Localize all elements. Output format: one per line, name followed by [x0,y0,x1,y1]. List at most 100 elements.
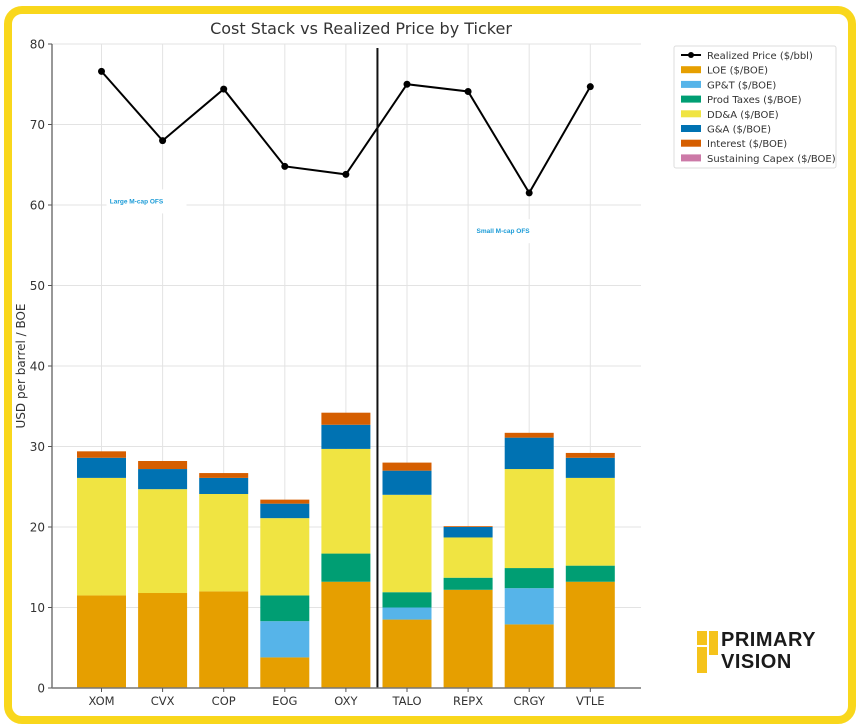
y-tick-label: 20 [30,521,45,535]
logo-mark-right [709,631,718,655]
bar-segment [138,460,188,470]
price-point [525,189,533,197]
legend-box [673,45,837,169]
logo-line-2: VISION [721,651,792,673]
bar-segment [138,593,188,688]
bar-segment [565,452,615,458]
legend-label: Prod Taxes ($/BOE) [707,95,802,106]
y-axis-label: USD per barrel / BOE [14,303,28,428]
axes: 0 10 20 30 40 50 60 70 80 XOM CVX COP EOG OXY TALO REPX… [30,38,641,708]
logo-line-1: PRIMARY [721,629,816,651]
y-tick-label: 40 [30,360,45,374]
bar-segment [260,503,310,519]
x-tick-label: XOM [88,694,114,708]
legend-swatch [681,154,701,162]
bar-segment [565,565,615,582]
logo-mark-bottom-left [697,647,707,673]
primary-vision-logo: PRIMARY VISION [697,629,837,677]
x-tick-label: CVX [151,694,175,708]
bar-segment [504,469,554,569]
bar-segment [504,568,554,589]
annotation-bg [473,219,554,244]
bar-segment [199,591,249,688]
legend-swatch [681,95,701,103]
x-tick-label: CRGY [514,694,546,708]
bar-segment [138,489,188,594]
bar-segment [443,577,493,590]
bar-segment [260,621,310,658]
bar-segment [77,457,126,478]
y-tick-label: 70 [30,118,45,132]
bar-segment [77,477,126,596]
price-point [464,87,472,95]
bar-segment [443,589,493,688]
y-tick-label: 60 [30,199,45,213]
bar-segment [321,412,371,425]
bar-segment [382,494,432,593]
legend-swatch [681,80,701,88]
bar-segment [565,457,615,478]
legend-swatch [681,125,701,132]
legend-label: Sustaining Capex ($/BOE) [707,154,836,165]
price-point [342,170,350,178]
bar-segment [565,477,615,566]
x-tick-label: OXY [334,694,358,708]
bar-segment [77,595,126,688]
bar-segment [504,437,554,470]
price-point [159,137,167,145]
x-tick-label: COP [212,694,236,708]
bar-segment [504,624,554,688]
legend: Realized Price ($/bbl) LOE ($/BOE) GP&T ($… [673,45,837,169]
price-point [98,67,105,75]
bar-segment [77,451,126,458]
bar-segment [382,592,432,608]
bar-segment [199,493,249,592]
x-tick-label: EOG [272,694,297,708]
bar-segment [260,518,310,596]
price-point [586,83,594,91]
logo-mark-top-left [697,631,707,645]
bar-segment [199,477,249,494]
price-point [220,85,228,93]
legend-label: GP&T ($/BOE) [707,80,776,91]
legend-label: G&A ($/BOE) [707,125,771,136]
legend-swatch [681,66,701,74]
annotations: Large M-cap OFS Small M-cap OFS [106,189,554,244]
bar-segment [504,432,554,438]
bar-segment [565,581,615,688]
legend-swatch [681,139,701,147]
stacked-bars [77,412,615,688]
y-tick-label: 50 [30,279,45,293]
bar-segment [504,588,554,625]
bar-segment [138,469,188,490]
bar-segment [443,527,493,538]
annotation-label: Large M-cap OFS [110,198,164,205]
y-tick-label: 30 [30,440,45,454]
bar-segment [199,473,249,478]
legend-point-marker [688,52,694,58]
bar-segment [260,499,310,504]
bar-segment [382,607,432,620]
bar-segment [382,619,432,688]
bar-segment [443,537,493,578]
price-point [281,162,289,170]
bar-segment [321,581,371,688]
annotation-bg [106,189,187,214]
x-tick-label: REPX [453,694,483,708]
bar-segment [382,462,432,471]
legend-label: DD&A ($/BOE) [707,110,779,121]
x-tick-label: VTLE [576,694,605,708]
y-tick-label: 80 [30,38,45,52]
legend-label: Interest ($/BOE) [707,139,787,150]
bar-segment [321,424,371,449]
legend-swatch [681,110,701,118]
bar-segment [321,448,371,554]
chart-title: Cost Stack vs Realized Price by Ticker [210,19,512,38]
logo-text: PRIMARY VISION [721,629,816,673]
x-tick-label: TALO [391,694,421,708]
bar-segment [321,553,371,582]
annotation-label: Small M-cap OFS [477,228,531,235]
bar-segment [443,526,493,527]
y-tick-label: 10 [30,601,45,615]
